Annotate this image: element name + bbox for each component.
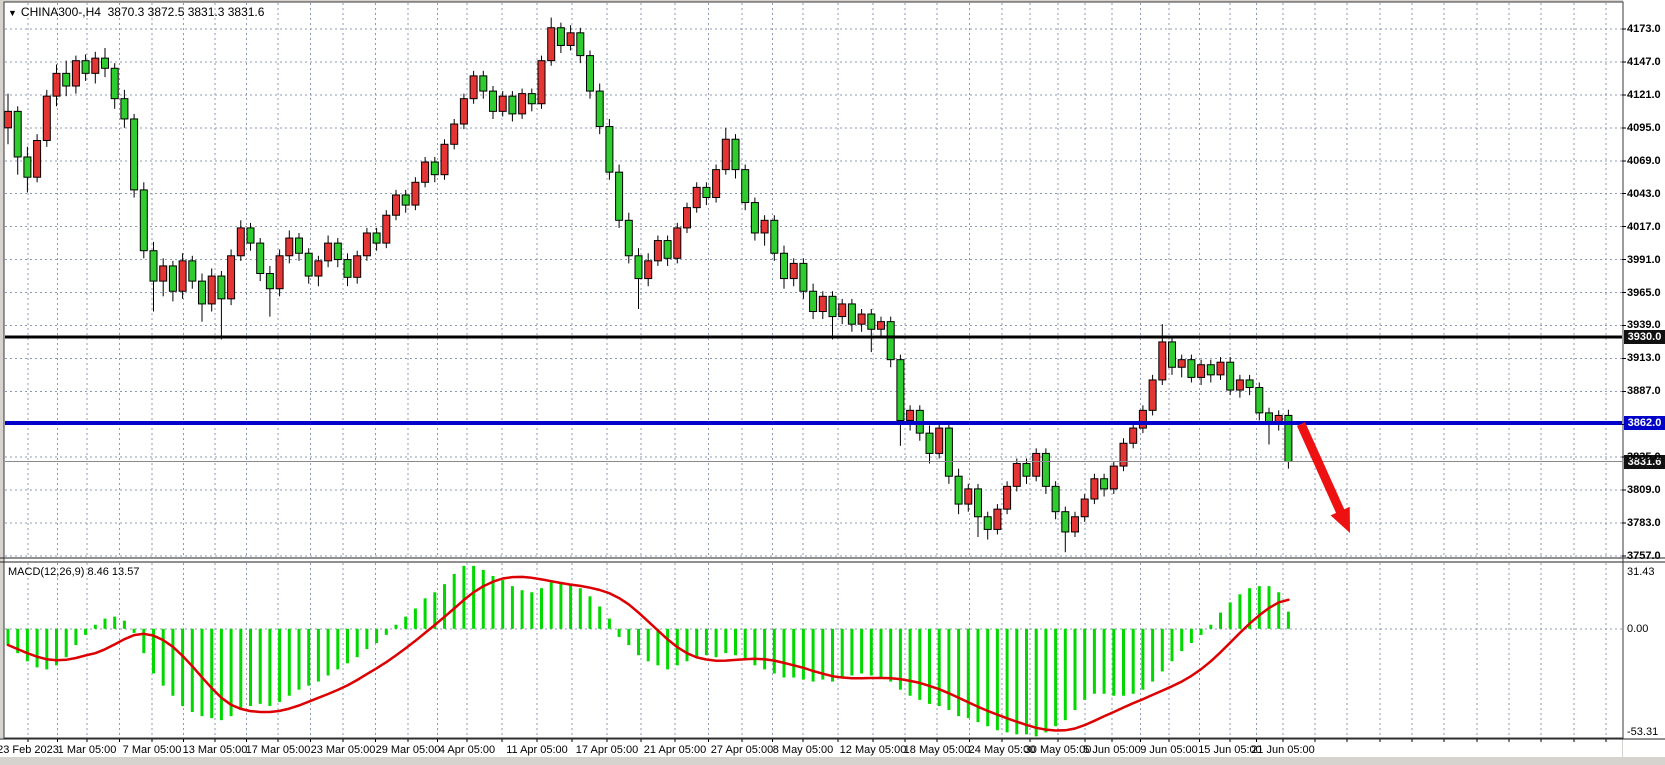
time-tick-label: 30 May 05:00 [1024, 744, 1092, 756]
macd-indicator-label: MACD(12,26,9) 8.46 13.57 [8, 566, 140, 578]
macd-histogram [6, 565, 1290, 737]
macd-scale-bottom: -53.31 [1627, 726, 1659, 738]
macd-scale-top: 31.43 [1627, 566, 1655, 578]
time-tick-label: 23 Feb 2023 [0, 744, 59, 756]
time-tick-label: 29 Mar 05:00 [375, 744, 441, 756]
price-tick-label: 3939.0 [1627, 319, 1661, 332]
price-tick-label: 4043.0 [1627, 187, 1661, 200]
time-tick-label: 23 Mar 05:00 [310, 744, 376, 756]
price-tick-label: 4017.0 [1627, 220, 1661, 233]
time-tick-label: 4 Apr 05:00 [438, 744, 496, 756]
time-tick-label: 5 Jun 05:00 [1083, 744, 1141, 756]
candles [4, 17, 1293, 553]
price-tick-label: 3991.0 [1627, 253, 1661, 266]
level-badge-3862: 3862.0 [1624, 416, 1665, 430]
price-tick-label: 4173.0 [1627, 23, 1661, 35]
price-tick-label: 3913.0 [1627, 352, 1661, 365]
axis-ticks [27, 28, 1626, 742]
time-tick-label: 12 May 05:00 [839, 744, 907, 756]
macd-signal-line [6, 575, 1290, 732]
price-tick-label: 4069.0 [1627, 154, 1661, 167]
price-tick-label: 4095.0 [1627, 121, 1661, 134]
level-badge-3930: 3930.0 [1624, 329, 1665, 344]
macd-scale-zero: 0.00 [1627, 622, 1649, 635]
plot-border [3, 1, 1624, 739]
ohlc-values: 3870.3 3872.5 3831.3 3831.6 [107, 5, 265, 19]
price-tick-label: 3783.0 [1627, 517, 1661, 530]
price-tick-label: 4121.0 [1627, 88, 1661, 101]
time-tick-label: 7 Mar 05:00 [122, 744, 182, 756]
time-axis-background [0, 738, 1622, 757]
price-tick-label: 4147.0 [1627, 55, 1661, 68]
time-tick-label: 27 Apr 05:00 [710, 744, 774, 756]
current-price-badge: 3831.6 [1624, 454, 1665, 469]
time-tick-label: 24 May 05:00 [968, 744, 1036, 756]
time-tick-label: 1 Mar 05:00 [57, 744, 117, 756]
chart-menu-icon[interactable]: ▼ [8, 8, 17, 18]
time-tick-label: 21 Jun 05:00 [1251, 744, 1315, 756]
time-tick-label: 11 Apr 05:00 [506, 744, 568, 756]
time-tick-label: 17 Apr 05:00 [575, 744, 639, 756]
trend-arrow-annotation[interactable] [1296, 422, 1350, 533]
plot-background [3, 1, 1624, 739]
time-tick-label: 21 Apr 05:00 [643, 744, 707, 756]
time-tick-label: 13 Mar 05:00 [182, 744, 248, 756]
time-tick-label: 17 Mar 05:00 [245, 744, 311, 756]
axis-column-background [1623, 0, 1665, 757]
chart-title[interactable]: ▼ CHINA300-,H4 3870.3 3872.5 3831.3 3831.… [8, 5, 264, 19]
price-tick-label: 3887.0 [1627, 385, 1661, 398]
grid [5, 3, 1622, 737]
price-tick-label: 3757.0 [1627, 550, 1661, 563]
time-tick-label: 9 Jun 05:00 [1140, 744, 1198, 756]
time-tick-label: 18 May 05:00 [903, 744, 971, 756]
symbol-period-label: CHINA300-,H4 [20, 5, 101, 19]
time-tick-label: 8 May 05:00 [772, 744, 834, 756]
price-tick-label: 3809.0 [1627, 484, 1661, 497]
time-tick-label: 15 Jun 05:00 [1198, 744, 1262, 756]
price-tick-label: 3965.0 [1627, 286, 1661, 299]
price-tick-label: 3835.0 [1627, 451, 1661, 464]
